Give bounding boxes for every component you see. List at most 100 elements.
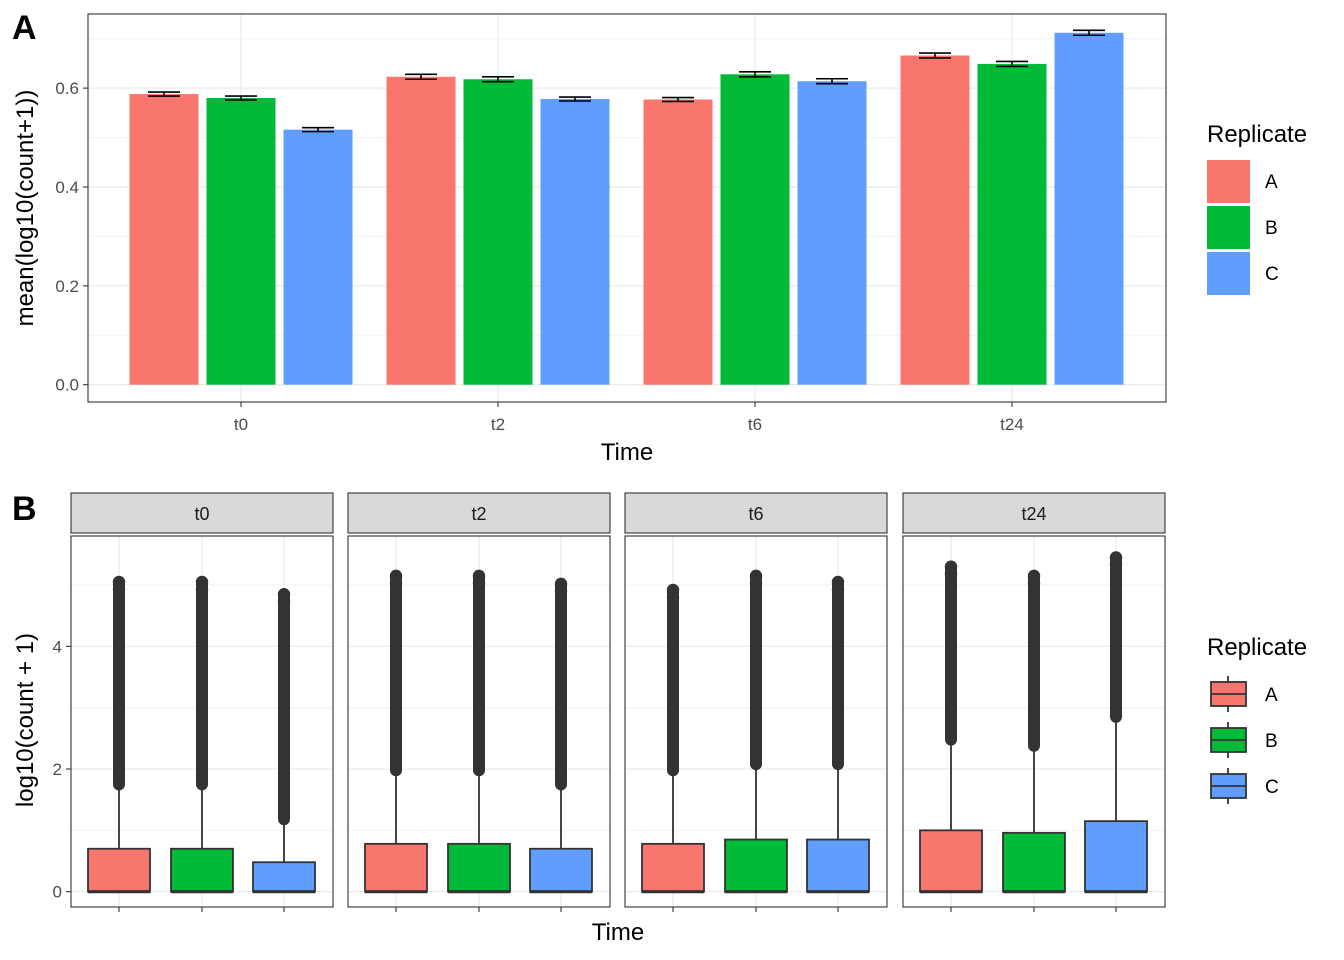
box-C-t24 (1084, 551, 1148, 894)
y-tick-label: 0.0 (55, 376, 79, 395)
box-C-t0 (252, 588, 316, 894)
bar-A-t2 (386, 76, 456, 385)
panel-b-x-title: Time (592, 919, 644, 946)
bar-C-t2 (540, 99, 610, 385)
x-tick-label: t0 (234, 415, 248, 434)
panel-b-y-title: log10(count + 1) (12, 633, 39, 807)
panel-a-y-ticks: 0.0 0.2 0.4 0.6 (55, 79, 88, 395)
box-body (919, 829, 983, 893)
y-tick-label: 0.2 (55, 277, 79, 296)
facet-t0: t0 (70, 492, 334, 912)
error-bar-A-t2 (405, 73, 437, 81)
outlier-point (389, 577, 403, 590)
box-A-t0 (87, 575, 151, 894)
box-body (87, 847, 151, 893)
facet-strip-t6 (624, 492, 888, 534)
bar-B-t0 (206, 98, 276, 385)
bar-B-t2 (463, 79, 533, 385)
panel-a-legend-title: Replicate (1207, 121, 1307, 148)
x-tick-label: t2 (491, 415, 505, 434)
legend-key-A (1210, 676, 1247, 712)
facet-strip-label: t2 (471, 504, 486, 524)
facet-strip-label: t6 (748, 504, 763, 524)
box-body (1084, 820, 1148, 893)
facet-strip-t2 (347, 492, 611, 534)
box-B-t24 (1002, 569, 1066, 894)
facet-strip-label: t0 (194, 504, 209, 524)
legend-key-C (1207, 252, 1250, 295)
facet-t6: t6 (624, 492, 888, 912)
bar-C-t24 (1054, 32, 1124, 385)
box-body (529, 847, 593, 893)
error-bar-C-t24 (1073, 29, 1105, 37)
error-bar-C-t0 (302, 126, 334, 133)
outlier-point (1027, 577, 1041, 590)
panel-b-legend: Replicate A B C (1207, 634, 1307, 804)
legend-label-B: B (1265, 731, 1278, 752)
legend-label-A: A (1265, 685, 1278, 706)
outlier-point (554, 584, 568, 598)
error-bar-A-t24 (919, 52, 951, 59)
y-tick-label: 0.6 (55, 79, 79, 98)
box-body (806, 838, 870, 893)
bar-B-t24 (977, 63, 1047, 385)
legend-label-C: C (1265, 777, 1279, 798)
legend-key-A (1207, 160, 1250, 203)
legend-label-B: B (1265, 218, 1278, 239)
box-body (724, 838, 788, 893)
error-bar-B-t6 (739, 71, 771, 78)
box-B-t2 (447, 569, 511, 894)
error-bar-C-t6 (816, 77, 848, 85)
box-body (1002, 831, 1066, 893)
box-body (252, 861, 316, 893)
panel-a-x-title: Time (601, 439, 653, 466)
panel-b-boxplot: t0 t2 t6 t24 0 2 4 Time log10(count + 1) Repl… (12, 492, 1307, 946)
panel-a-frame (87, 13, 1167, 403)
panel-a-bars (129, 32, 1124, 385)
legend-label-C: C (1265, 264, 1279, 285)
facet-strip-t0 (70, 492, 334, 534)
outlier-point (195, 583, 209, 596)
panel-a-error-bars (148, 29, 1105, 133)
bar-B-t6 (720, 74, 790, 385)
y-tick-label: 0.4 (55, 178, 79, 197)
panel-a-legend: Replicate A B C (1207, 121, 1307, 295)
outlier-point (831, 583, 845, 596)
x-tick-label: t6 (748, 415, 762, 434)
bar-C-t6 (797, 81, 867, 385)
box-body (170, 847, 234, 893)
error-bar-B-t0 (225, 95, 257, 101)
facet-strip-label: t24 (1021, 504, 1046, 524)
error-bar-B-t24 (996, 60, 1028, 68)
bar-A-t6 (643, 99, 713, 385)
box-A-t2 (364, 569, 428, 894)
panel-a-x-ticks: t0 t2 t6 t24 (234, 402, 1024, 434)
outlier-point (944, 567, 958, 581)
panel-b-facets: t0 t2 t6 t24 (70, 492, 1166, 912)
box-body (447, 842, 511, 893)
x-tick-label: t24 (1000, 415, 1024, 434)
panel-b-y-ticks: 0 2 4 (53, 637, 71, 902)
outlier-point (749, 577, 763, 590)
outlier-point (277, 595, 291, 608)
outlier-point (112, 583, 126, 596)
facet-t2: t2 (347, 492, 611, 912)
legend-key-B (1207, 206, 1250, 249)
error-bar-C-t2 (559, 96, 591, 102)
panel-b-tag: B (12, 490, 37, 528)
panel-a-y-title: mean(log10(count+1)) (12, 90, 39, 327)
y-tick-label: 2 (53, 760, 62, 779)
outlier-point (666, 591, 680, 604)
bar-C-t0 (283, 129, 353, 385)
error-bar-A-t0 (148, 91, 180, 97)
panel-b-legend-title: Replicate (1207, 634, 1307, 661)
legend-key-C (1210, 768, 1247, 804)
box-B-t0 (170, 575, 234, 894)
error-bar-A-t6 (662, 96, 694, 103)
outlier-point (1109, 558, 1123, 572)
box-A-t24 (919, 560, 983, 894)
box-B-t6 (724, 569, 788, 894)
box-A-t6 (641, 583, 705, 894)
panel-a-bar-chart: 0.0 0.2 0.4 0.6 t0 t2 t6 t24 Time mean(log10(c… (12, 13, 1307, 466)
